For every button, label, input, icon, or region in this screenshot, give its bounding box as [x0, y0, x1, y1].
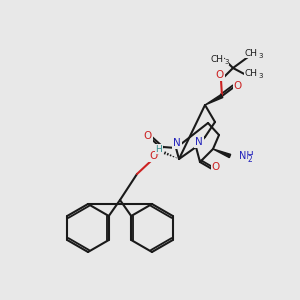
- Text: O: O: [149, 151, 157, 161]
- Text: CH: CH: [244, 49, 257, 58]
- Text: N: N: [173, 138, 181, 148]
- Text: 3: 3: [258, 53, 262, 59]
- Text: CH: CH: [244, 68, 257, 77]
- Polygon shape: [213, 149, 231, 158]
- Text: NH: NH: [239, 151, 254, 161]
- Text: CH: CH: [211, 55, 224, 64]
- Text: O: O: [212, 162, 220, 172]
- Text: O: O: [144, 131, 152, 141]
- Text: N: N: [195, 137, 203, 147]
- Text: H: H: [156, 145, 162, 154]
- Polygon shape: [205, 94, 223, 105]
- Text: 3: 3: [224, 59, 229, 65]
- Text: O: O: [234, 81, 242, 91]
- Text: O: O: [216, 70, 224, 80]
- Text: 3: 3: [258, 73, 262, 79]
- Text: 2: 2: [248, 154, 253, 164]
